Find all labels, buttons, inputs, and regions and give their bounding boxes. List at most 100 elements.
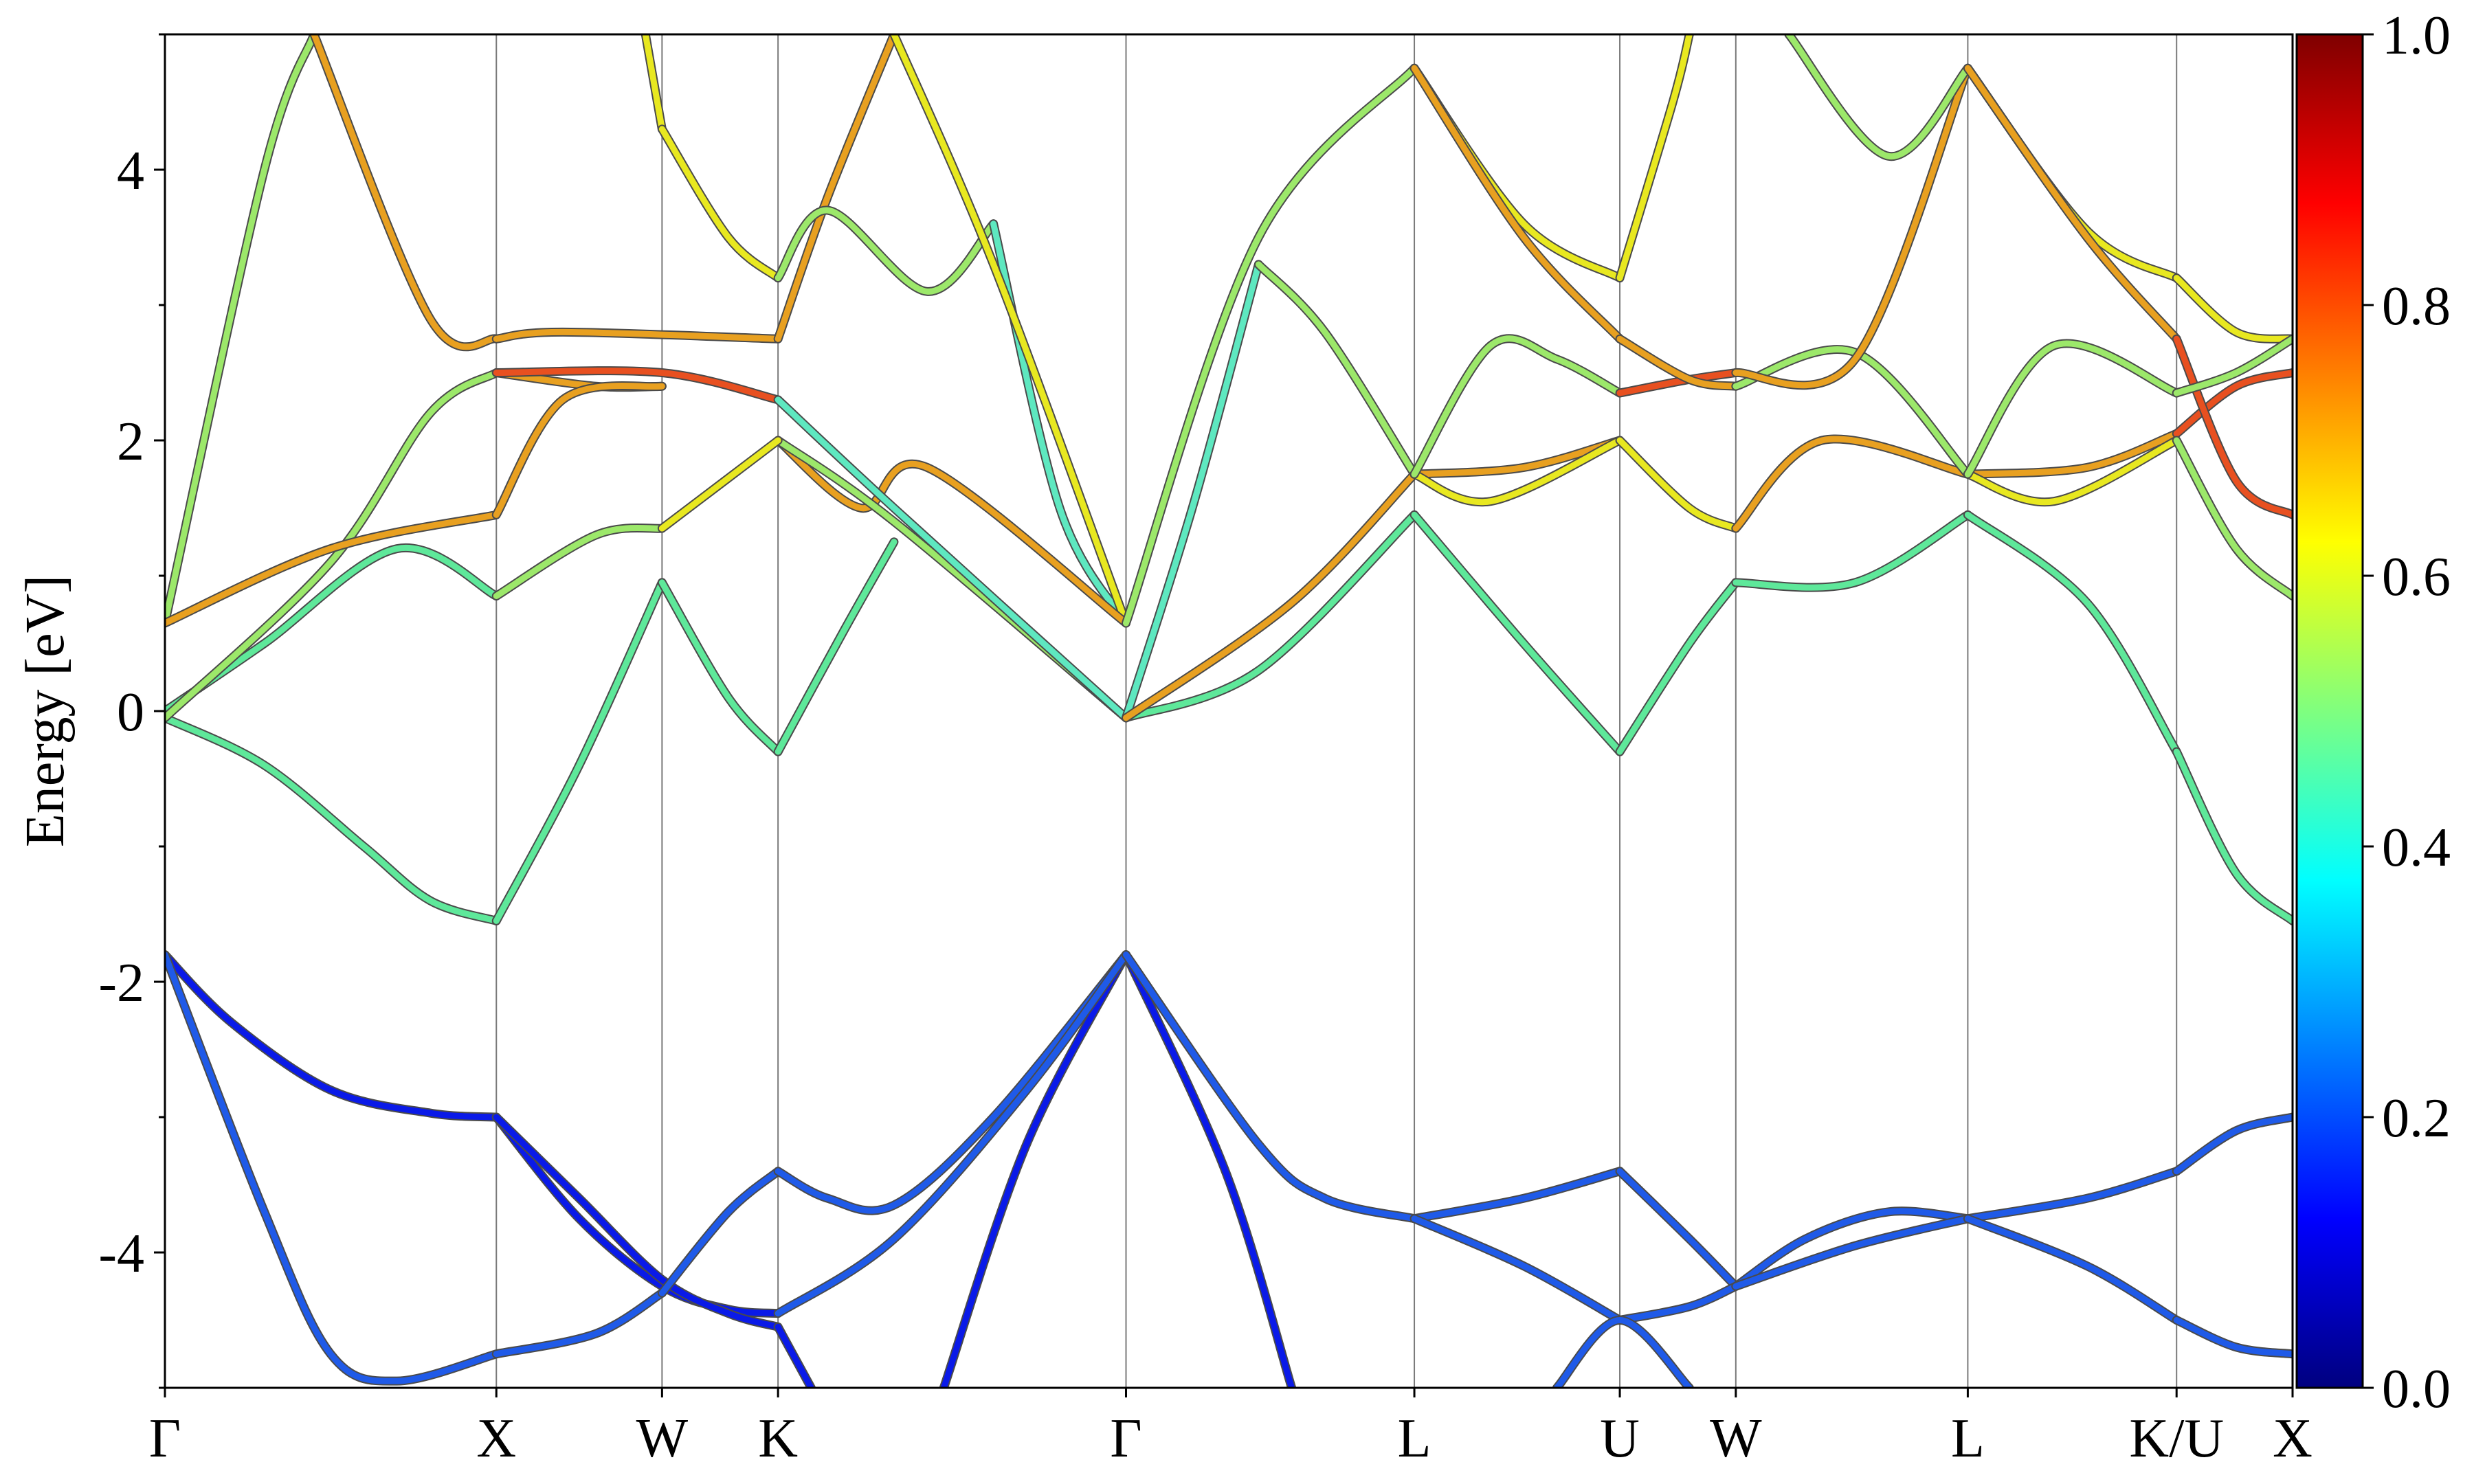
kpath-label: L xyxy=(1951,1408,1985,1469)
plot-area xyxy=(165,34,2293,1388)
x-axis-kpath-labels: Γ X W K Γ L U W L K/U X xyxy=(149,1388,2313,1469)
band-line xyxy=(1964,340,2180,477)
band-line xyxy=(774,34,898,342)
y-tick-label: -2 xyxy=(98,953,144,1013)
kpath-label: W xyxy=(636,1408,689,1469)
band-line xyxy=(940,952,1129,1388)
y-tick-label: -4 xyxy=(98,1224,144,1284)
band-line xyxy=(1964,1168,2180,1222)
band-line xyxy=(891,34,1129,627)
band-line xyxy=(165,34,317,627)
band-line xyxy=(2173,748,2293,924)
y-tick-label: 2 xyxy=(117,412,144,472)
band-line xyxy=(493,328,781,342)
band-line xyxy=(493,1290,665,1358)
y-axis-label: Energy [eV] xyxy=(15,575,76,847)
kpath-label: Γ xyxy=(1110,1408,1141,1469)
band-line xyxy=(165,511,500,627)
colorbar-ticks: 0.0 0.2 0.4 0.6 0.8 1.0 xyxy=(2363,5,2451,1419)
band-line xyxy=(1616,34,1693,282)
band-line xyxy=(774,1323,814,1388)
band-line xyxy=(774,952,1129,1214)
band-line xyxy=(658,1168,781,1296)
kpath-gridlines xyxy=(495,34,2178,1388)
band-line xyxy=(1411,335,1623,477)
band-line xyxy=(1123,261,1262,721)
band-line xyxy=(1785,34,1971,159)
band-line xyxy=(1255,261,1418,477)
band-line xyxy=(165,715,500,924)
band-line xyxy=(1616,1168,1739,1290)
band-line xyxy=(2173,335,2293,518)
band-line xyxy=(1411,65,1623,342)
band-line xyxy=(2173,437,2293,600)
colorbar-tick-label: 0.4 xyxy=(2382,818,2451,878)
band-line xyxy=(165,952,500,1121)
colorbar-tick-label: 0.0 xyxy=(2382,1359,2451,1419)
colorbar xyxy=(2295,33,2364,1389)
kpath-label: X xyxy=(2273,1408,2313,1469)
band-line xyxy=(1411,437,1623,506)
band-line xyxy=(658,126,781,282)
band-line xyxy=(774,207,997,295)
kpath-label: X xyxy=(476,1408,516,1469)
band-line xyxy=(2173,1317,2293,1358)
band-line xyxy=(1411,1215,1623,1323)
band-line xyxy=(2173,335,2293,396)
band-line xyxy=(165,370,500,721)
y-tick-label: 4 xyxy=(117,141,144,201)
band-line xyxy=(1732,1208,1971,1290)
band-line xyxy=(493,383,665,518)
band-line xyxy=(493,368,781,403)
band-line xyxy=(493,524,665,600)
band-line xyxy=(1123,511,1418,721)
band-line xyxy=(1964,1215,2180,1323)
band-line xyxy=(1732,511,1971,591)
band-line xyxy=(311,34,500,350)
band-line xyxy=(1616,579,1739,755)
band-line xyxy=(493,1114,781,1317)
colorbar-tick-label: 1.0 xyxy=(2382,5,2451,66)
band-line xyxy=(774,539,898,755)
band-line xyxy=(2173,1114,2293,1175)
band-line xyxy=(1964,430,2180,477)
band-line xyxy=(1411,511,1623,755)
band-line xyxy=(2173,275,2293,342)
colorbar-tick-label: 0.8 xyxy=(2382,276,2451,337)
band-line xyxy=(1553,1316,1693,1388)
kpath-label: L xyxy=(1398,1408,1431,1469)
band-line xyxy=(1123,952,1295,1388)
band-line xyxy=(493,579,665,924)
band-line xyxy=(1411,1168,1623,1222)
band-line xyxy=(493,1114,781,1330)
band-line xyxy=(1123,471,1418,721)
band-line xyxy=(1732,65,1971,389)
band-line xyxy=(1732,436,1971,532)
band-line xyxy=(774,952,1129,1317)
band-line xyxy=(1616,437,1739,532)
y-axis-ticks: -4 -2 0 2 4 xyxy=(98,33,165,1389)
y-tick-label: 0 xyxy=(117,682,144,743)
band-line xyxy=(642,34,665,133)
band-line xyxy=(1616,1283,1739,1323)
kpath-label: W xyxy=(1710,1408,1762,1469)
band-line xyxy=(774,396,1129,721)
band-line xyxy=(990,221,1129,627)
kpath-label: K xyxy=(758,1408,798,1469)
band-line xyxy=(1964,511,2180,755)
kpath-label: K/U xyxy=(2129,1408,2224,1469)
band-line xyxy=(2173,370,2293,437)
band-line xyxy=(1123,65,1418,627)
band-line xyxy=(658,579,781,755)
band-line xyxy=(774,437,1129,627)
colorbar-tick-label: 0.6 xyxy=(2382,547,2451,607)
colorbar-tick-label: 0.2 xyxy=(2382,1088,2451,1149)
band-line xyxy=(165,952,500,1384)
band-line xyxy=(1964,437,2180,506)
kpath-label: U xyxy=(1600,1408,1640,1469)
band-lines xyxy=(165,34,2293,1388)
band-line xyxy=(658,437,781,532)
band-line xyxy=(1964,65,2180,342)
kpath-label: Γ xyxy=(149,1408,181,1469)
